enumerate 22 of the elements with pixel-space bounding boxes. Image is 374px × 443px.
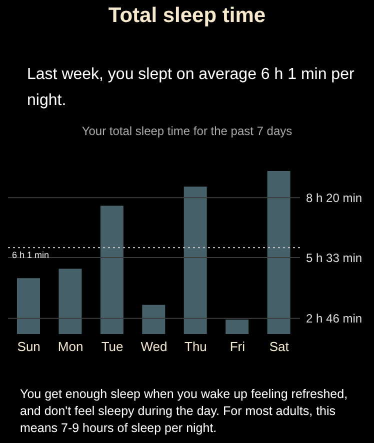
- x-tick-label: Thu: [184, 339, 207, 354]
- text: Your total sleep time for the past 7 days: [80, 124, 294, 138]
- x-tick-label: Fri: [230, 339, 246, 354]
- x-tick-label: Tue: [101, 339, 124, 354]
- bar: [142, 304, 166, 334]
- bar: [58, 268, 82, 334]
- bar: [184, 186, 207, 334]
- bar: [17, 278, 40, 334]
- bar: [226, 320, 249, 334]
- bar: [267, 171, 290, 334]
- chart-title: Total sleep time: [107, 4, 267, 28]
- chart-subtitle: Last week, you slept on average 6 h 1 min per night.: [27, 65, 356, 111]
- bar: [100, 206, 124, 334]
- text: You get enough sleep when you wake up feeling refreshed, and don't feel sleepy during the day. For most adults, this means 7-9 hours of sleep per night.: [20, 386, 349, 437]
- ref-line-label: 8 h 20 min: [306, 190, 362, 205]
- x-tick-label: Wed: [140, 339, 168, 354]
- ref-line-label: 5 h 33 min: [306, 250, 362, 265]
- x-tick-label: Sat: [269, 339, 290, 354]
- x-tick-label: Mon: [58, 339, 84, 354]
- x-tick-label: Sun: [17, 339, 40, 354]
- ref-line-label: 2 h 46 min: [306, 312, 362, 326]
- ref-line-label: 6 h 1 min: [12, 250, 50, 260]
